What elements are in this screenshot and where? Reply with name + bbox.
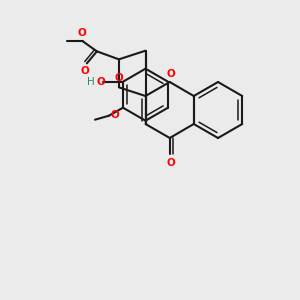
Text: O: O [80, 66, 89, 76]
Text: O: O [115, 73, 123, 83]
Text: O: O [96, 77, 105, 87]
Text: O: O [111, 110, 120, 120]
Text: O: O [77, 28, 86, 38]
Text: O: O [167, 158, 175, 168]
Text: O: O [167, 69, 175, 79]
Text: H: H [87, 77, 95, 87]
